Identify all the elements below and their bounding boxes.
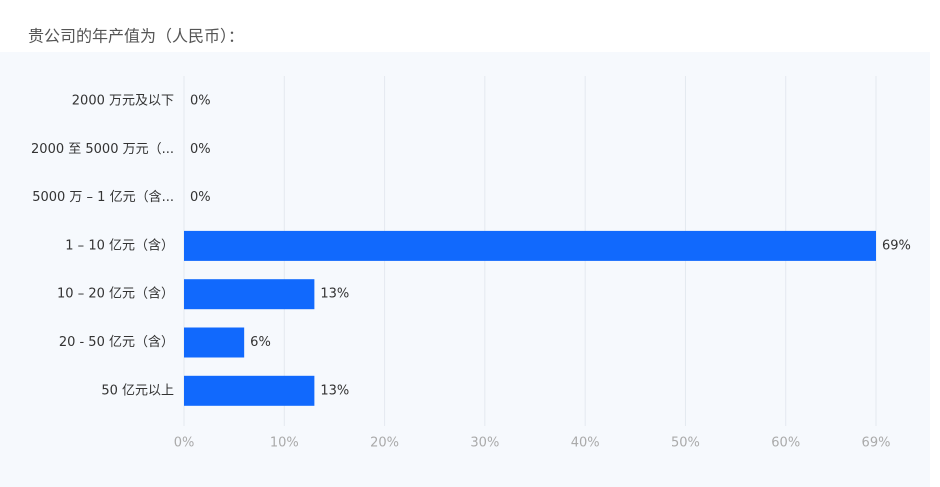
y-tick-label: 50 亿元以上: [101, 383, 174, 398]
bar: [184, 230, 876, 261]
y-tick-label: 2000 至 5000 万元（...: [31, 142, 174, 157]
bar: [184, 279, 315, 310]
x-tick-label: 40%: [571, 436, 600, 451]
value-label: 6%: [250, 335, 271, 350]
chart-title: 贵公司的年产值为（人民币）：: [28, 27, 244, 46]
y-tick-label: 5000 万 – 1 亿元（含...: [32, 189, 174, 205]
y-tick-label: 10 – 20 亿元（含）: [57, 286, 174, 302]
value-label: 13%: [320, 383, 349, 398]
y-tick-label: 1 – 10 亿元（含）: [65, 237, 174, 253]
x-tick-label: 50%: [671, 436, 700, 451]
value-label: 13%: [320, 287, 349, 302]
value-label: 0%: [190, 94, 211, 109]
y-tick-label: 2000 万元及以下: [72, 94, 174, 109]
x-tick-label: 30%: [470, 436, 499, 451]
chart-panel: [0, 52, 930, 487]
bar: [184, 327, 245, 358]
y-tick-label: 20 - 50 亿元（含）: [59, 334, 174, 350]
x-tick-label: 10%: [270, 436, 299, 451]
x-tick-label: 69%: [862, 436, 891, 451]
x-tick-label: 0%: [174, 436, 195, 451]
value-label: 0%: [190, 142, 211, 157]
bar: [184, 375, 315, 406]
value-label: 69%: [882, 238, 911, 253]
x-tick-label: 20%: [370, 436, 399, 451]
value-label: 0%: [190, 190, 211, 205]
x-tick-label: 60%: [771, 436, 800, 451]
